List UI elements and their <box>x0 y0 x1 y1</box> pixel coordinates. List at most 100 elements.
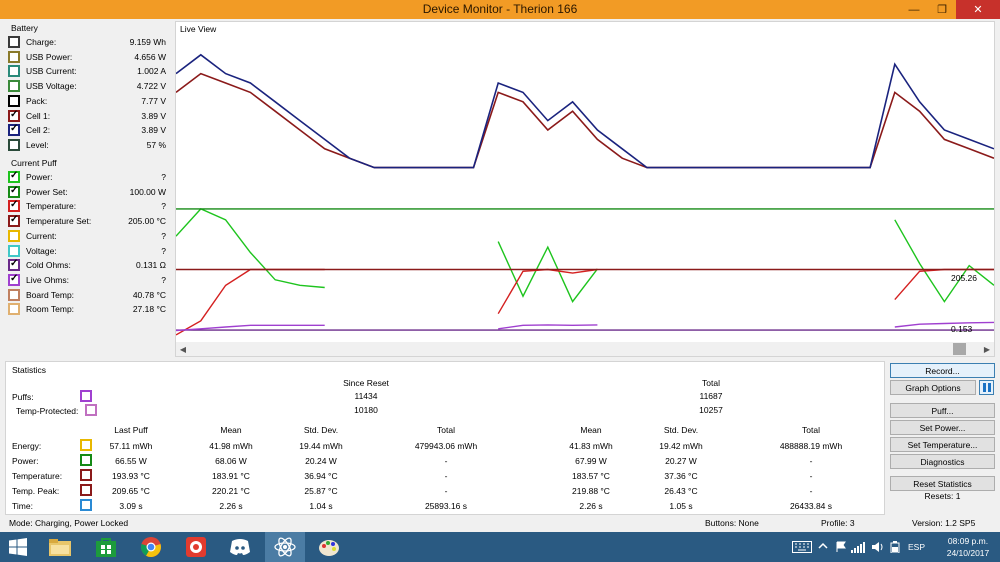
channel-row[interactable]: Temperature Set: 205.00 °C <box>8 214 168 228</box>
record-button[interactable]: Record... <box>890 363 995 378</box>
channel-checkbox[interactable] <box>8 258 20 272</box>
channel-name: Power Set: <box>26 186 68 197</box>
chart-horizontal-scrollbar[interactable]: ◀ ▶ <box>176 342 994 356</box>
stats-cell: - <box>809 456 813 466</box>
channel-checkbox[interactable] <box>8 80 20 93</box>
channel-row[interactable]: Temperature:? <box>8 199 168 213</box>
channel-row[interactable]: USB Voltage: 4.722 V <box>8 79 168 93</box>
channel-checkbox[interactable] <box>8 185 20 198</box>
channel-row[interactable]: Cell 1: 3.89 V <box>8 109 168 123</box>
channel-checkbox[interactable] <box>8 94 20 107</box>
channel-name: Charge: <box>26 37 57 47</box>
temperature-annotation: 205.26 <box>951 273 977 283</box>
stats-cell: - <box>809 486 813 496</box>
channel-checkbox[interactable] <box>8 273 20 286</box>
scroll-right-arrow-icon[interactable]: ▶ <box>983 344 991 354</box>
channel-row[interactable]: Pack: 7.77 V <box>8 94 168 108</box>
channel-checkbox[interactable] <box>8 244 20 257</box>
main-window: Battery Charge: 9.159 Wh USB Power: 4.656 W… <box>0 19 1000 532</box>
channel-row[interactable]: Level: 57 % <box>8 138 168 152</box>
stats-row-color-box[interactable] <box>80 469 92 481</box>
channel-checkbox[interactable] <box>8 199 20 213</box>
start-button[interactable] <box>0 532 36 562</box>
reset-statistics-button[interactable]: Reset Statistics <box>890 476 995 491</box>
stats-row-label: Energy: <box>12 441 42 451</box>
keyboard-icon[interactable] <box>792 541 812 555</box>
device-monitor-taskbar-item[interactable] <box>265 532 305 562</box>
channel-checkbox[interactable] <box>8 229 20 242</box>
channel-row[interactable]: Charge: 9.159 Wh <box>8 35 168 49</box>
channel-row[interactable]: Current:? <box>8 229 168 243</box>
channel-checkbox[interactable] <box>8 36 20 48</box>
graph-options-button[interactable]: Graph Options <box>890 380 976 395</box>
battery-tray-icon[interactable] <box>890 541 900 555</box>
app-taskbar-item-red[interactable] <box>176 532 216 562</box>
clock-date[interactable]: 24/10/2017 <box>946 548 990 558</box>
chrome-taskbar-item[interactable] <box>131 532 171 562</box>
close-button[interactable]: ✕ <box>956 0 1000 19</box>
channel-row[interactable]: Power:? <box>8 170 168 184</box>
channel-row[interactable]: Cold Ohms: 0.131 Ω <box>8 258 168 272</box>
window-title: Device Monitor - Therion 166 <box>422 2 578 16</box>
temp-protected-color-box[interactable] <box>85 404 97 416</box>
channel-row[interactable]: USB Current: 1.002 A <box>8 64 168 78</box>
language-indicator[interactable]: ESP <box>908 542 926 552</box>
channel-checkbox[interactable] <box>8 65 20 78</box>
channel-checkbox[interactable] <box>8 303 20 316</box>
store-taskbar-item[interactable] <box>86 532 126 562</box>
paint-taskbar-item[interactable] <box>309 532 349 562</box>
stats-row-color-box[interactable] <box>80 454 92 466</box>
chart-series-line <box>176 321 994 332</box>
stats-row-color-box[interactable] <box>80 499 92 511</box>
channel-checkbox[interactable] <box>8 138 20 151</box>
stats-cell: 220.21 °C <box>212 486 250 496</box>
channel-value: 27.18 °C <box>132 304 166 315</box>
stats-cell: 67.99 W <box>575 456 607 466</box>
puff-button[interactable]: Puff... <box>890 403 995 418</box>
scroll-left-arrow-icon[interactable]: ◀ <box>179 344 187 354</box>
pause-button[interactable] <box>979 380 994 395</box>
scrollbar-thumb[interactable] <box>953 343 966 355</box>
channel-row[interactable]: Live Ohms:? <box>8 273 168 287</box>
channel-value: ? <box>161 172 166 182</box>
channel-checkbox[interactable] <box>8 123 20 137</box>
stats-row-color-box[interactable] <box>80 439 92 451</box>
stats-row-color-box[interactable] <box>80 484 92 496</box>
flag-icon[interactable] <box>835 541 847 555</box>
channel-checkbox[interactable] <box>8 170 20 183</box>
maximize-button[interactable]: ❐ <box>928 0 956 19</box>
channel-row[interactable]: Power Set: 100.00 W <box>8 185 168 199</box>
channel-checkbox[interactable] <box>8 50 20 63</box>
channel-row[interactable]: Board Temp: 40.78 °C <box>8 288 168 302</box>
speaker-icon[interactable] <box>871 541 885 555</box>
channel-name: Power: <box>26 172 53 182</box>
red-app-icon <box>186 537 206 557</box>
system-tray: ESP 08:09 p.m. 24/10/2017 <box>780 532 1000 562</box>
channel-name: USB Current: <box>26 66 77 77</box>
show-hidden-icons-icon[interactable] <box>818 541 828 553</box>
diagnostics-button[interactable]: Diagnostics <box>890 454 995 469</box>
channel-checkbox[interactable] <box>8 288 20 301</box>
channel-name: Temperature: <box>26 201 77 212</box>
clock-time[interactable]: 08:09 p.m. <box>947 536 989 546</box>
stats-column-header: Total <box>802 425 820 435</box>
discord-taskbar-item[interactable] <box>220 532 260 562</box>
channel-row[interactable]: Cell 2: 3.89 V <box>8 123 168 137</box>
channel-row[interactable]: Room Temp: 27.18 °C <box>8 302 168 316</box>
channel-value: 40.78 °C <box>132 289 166 300</box>
status-bar: Mode: Charging, Power Locked Buttons: No… <box>0 517 1000 531</box>
stats-cell: 26.43 °C <box>664 486 698 496</box>
stats-cell: 26433.84 s <box>789 501 833 511</box>
set-power-button[interactable]: Set Power... <box>890 420 995 435</box>
file-explorer-taskbar-item[interactable] <box>40 532 80 562</box>
stats-cell: 488888.19 mWh <box>779 441 843 451</box>
set-temperature-button[interactable]: Set Temperature... <box>890 437 995 452</box>
channel-checkbox[interactable] <box>8 109 20 122</box>
channel-checkbox[interactable] <box>8 214 20 228</box>
puffs-color-box[interactable] <box>80 390 92 402</box>
minimize-button[interactable]: — <box>900 0 928 19</box>
channel-row[interactable]: USB Power: 4.656 W <box>8 50 168 64</box>
channel-name: Current: <box>26 230 57 241</box>
wifi-signal-icon[interactable] <box>851 541 865 555</box>
channel-row[interactable]: Voltage:? <box>8 244 168 258</box>
